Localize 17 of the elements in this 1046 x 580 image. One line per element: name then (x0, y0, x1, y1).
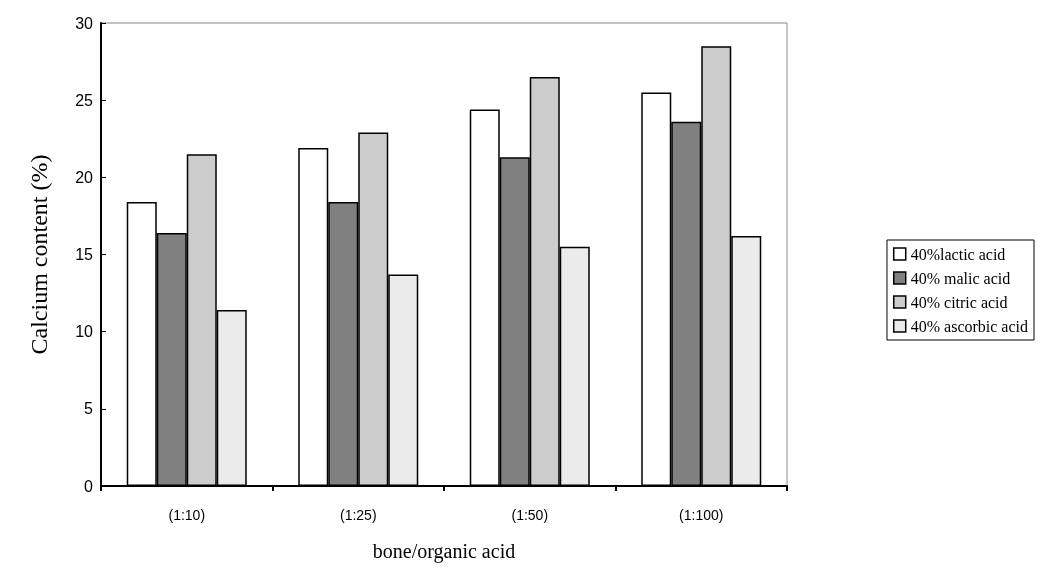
y-tick-label: 5 (84, 400, 94, 418)
y-tick-label: 30 (75, 14, 94, 32)
y-tick-label: 25 (75, 91, 94, 109)
x-tick-label: (1:100) (679, 507, 724, 523)
x-tick-label: (1:50) (511, 507, 549, 523)
y-axis-title: Calcium content (%) (26, 154, 52, 355)
legend-label: 40% citric acid (910, 293, 1008, 311)
x-tick-label: (1:10) (168, 507, 206, 523)
x-axis-title: bone/organic acid (372, 540, 516, 563)
y-tick-label: 10 (75, 323, 94, 341)
y-tick-label: 20 (75, 168, 94, 186)
y-tick-label: 15 (75, 246, 94, 263)
y-tick-label: 0 (84, 477, 94, 495)
legend-label: 40%lactic acid (910, 245, 1006, 263)
x-tick-label: (1:25) (339, 507, 377, 523)
legend-label: 40% malic acid (910, 269, 1011, 287)
legend-label: 40% ascorbic acid (910, 317, 1028, 335)
